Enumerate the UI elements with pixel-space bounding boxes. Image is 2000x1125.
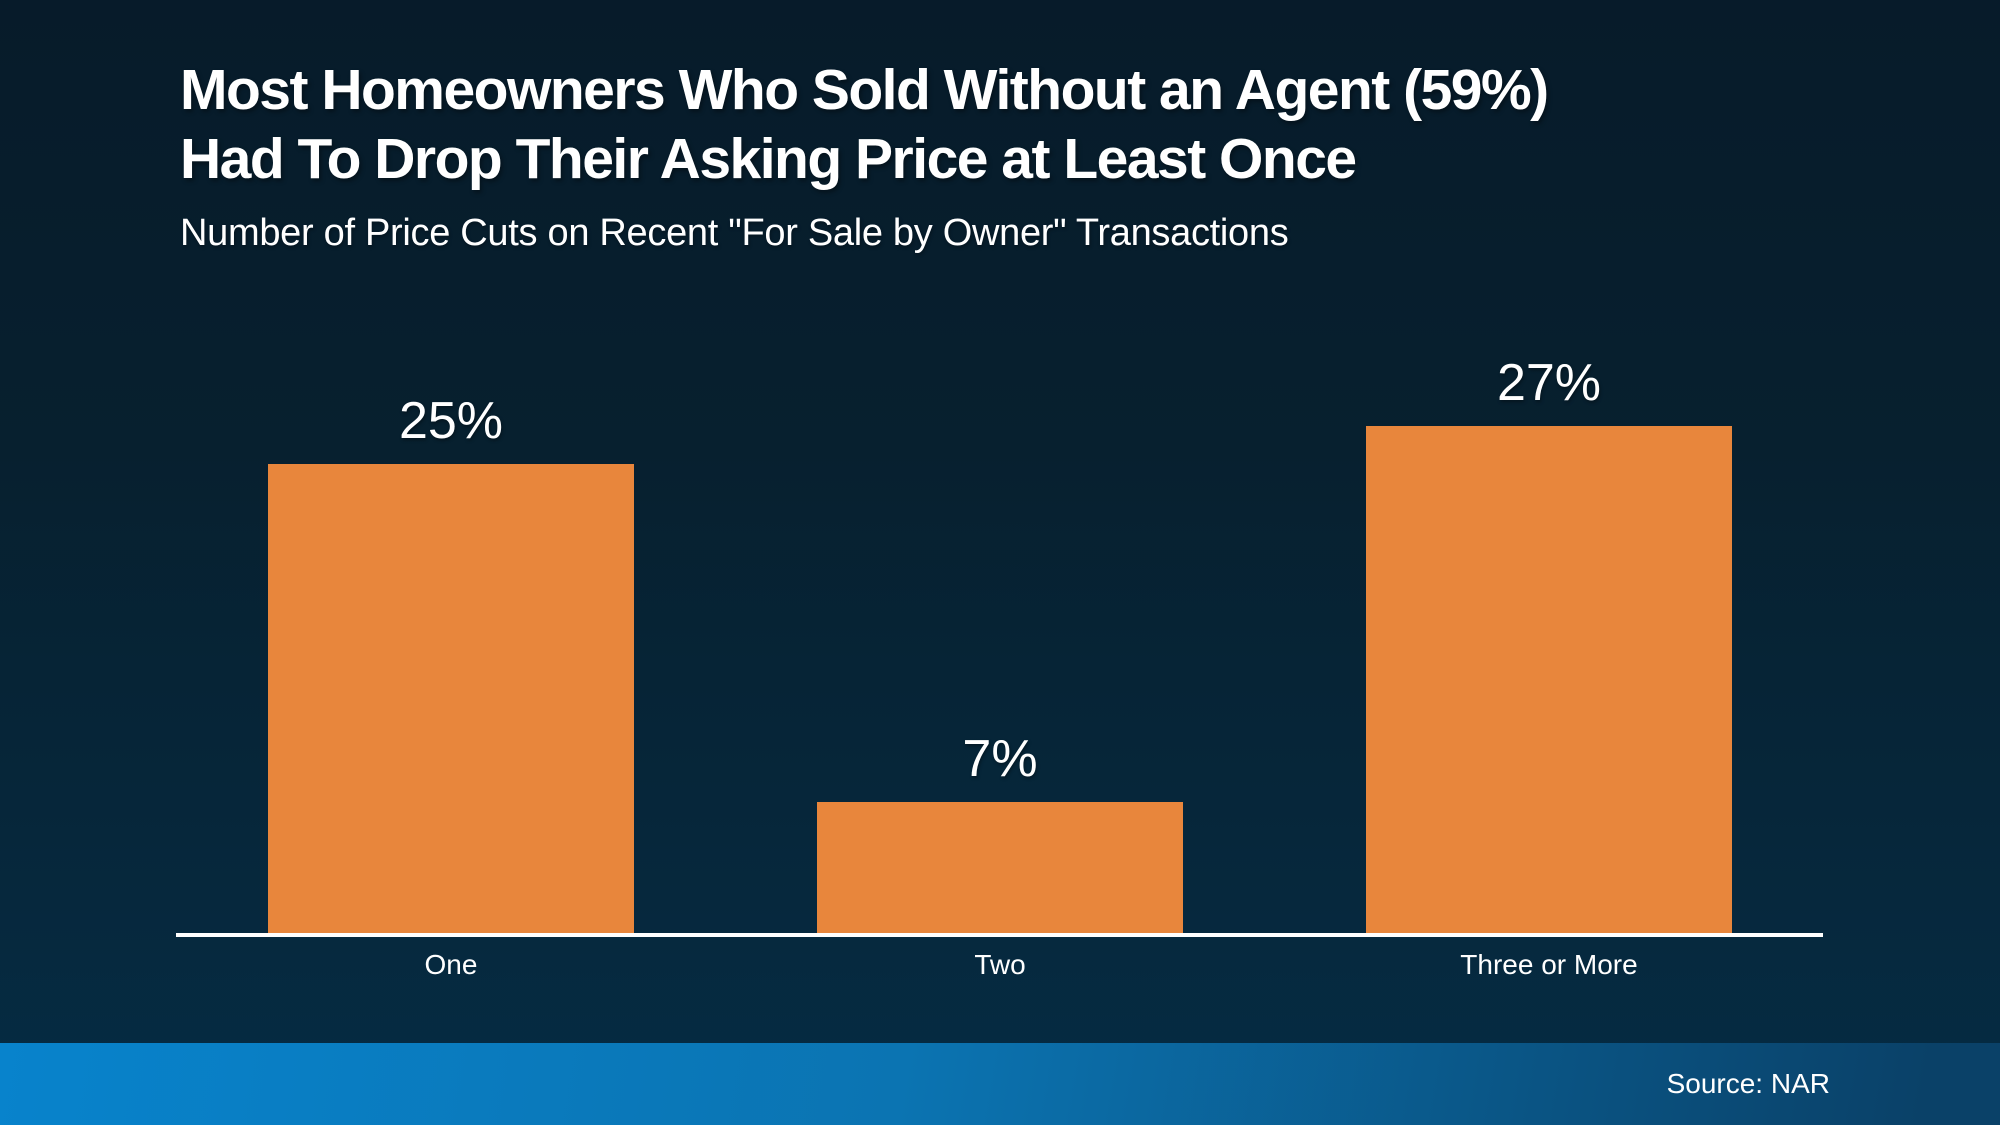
bar-two (817, 802, 1183, 934)
bar-value-label-one: 25% (398, 392, 504, 450)
category-label-one: One (424, 949, 478, 980)
bar-group-three-or-more: 27% (1366, 357, 1732, 934)
bar-three-or-more (1366, 426, 1732, 934)
source-attribution: Source: NAR (1666, 1068, 1830, 1099)
category-label-two: Two (974, 949, 1026, 980)
bar-one (268, 464, 634, 934)
footer-bar: Source: NAR (0, 1043, 2000, 1125)
bar-group-two: 7% (817, 733, 1183, 934)
chart-title-line-1: Most Homeowners Who Sold Without an Agen… (180, 58, 1549, 122)
x-axis-line (176, 933, 1823, 937)
chart-subtitle: Number of Price Cuts on Recent "For Sale… (180, 212, 1289, 254)
bar-value-label-two: 7% (962, 730, 1038, 788)
bar-value-label-three-or-more: 27% (1496, 354, 1602, 412)
category-row: One Two Three or More (176, 949, 1823, 981)
chart-header: Most Homeowners Who Sold Without an Agen… (180, 56, 1549, 255)
chart-title-line-2: Had To Drop Their Asking Price at Least … (180, 127, 1357, 191)
plot-area: 25% 7% 27% (176, 357, 1823, 934)
bar-group-one: 25% (268, 395, 634, 934)
category-label-three-or-more: Three or More (1460, 949, 1638, 980)
